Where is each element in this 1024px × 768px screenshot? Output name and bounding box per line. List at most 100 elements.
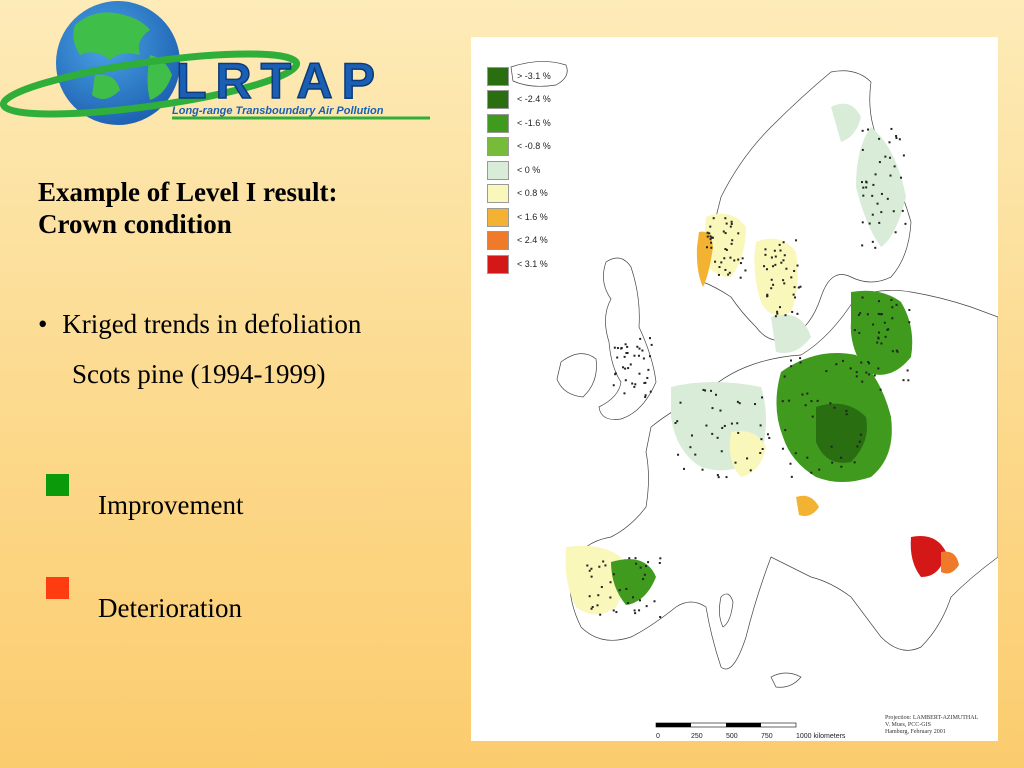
sample-point — [776, 312, 779, 315]
sample-point — [647, 561, 650, 564]
legend-label: < 1.6 % — [517, 211, 548, 222]
sample-point — [884, 155, 887, 158]
sample-point — [794, 452, 797, 455]
legend-label: < 2.4 % — [517, 235, 548, 245]
legend-label: > -3.1 % — [517, 70, 551, 81]
sample-point — [789, 359, 792, 362]
sample-point — [862, 194, 865, 197]
sample-point — [649, 390, 652, 393]
sample-point — [624, 379, 627, 382]
sample-point — [679, 401, 682, 404]
sample-point — [634, 612, 637, 615]
legend-swatch — [487, 90, 509, 109]
sample-point — [650, 343, 653, 346]
sample-point — [874, 246, 877, 249]
sample-point — [895, 303, 898, 306]
sample-point — [781, 400, 784, 403]
sample-point — [645, 605, 648, 608]
sample-point — [790, 276, 793, 279]
sample-point — [730, 422, 733, 425]
sample-point — [772, 283, 775, 286]
sample-point — [659, 557, 662, 560]
sample-point — [615, 611, 618, 614]
sample-point — [830, 445, 833, 448]
sample-point — [633, 609, 636, 612]
sample-point — [623, 392, 626, 395]
sample-point — [902, 379, 905, 382]
scale-tick-1000: 1000 kilometers — [796, 733, 846, 740]
sample-point — [840, 456, 843, 459]
legend-entry: < -1.6 % — [487, 113, 551, 133]
sample-point — [722, 230, 725, 233]
sample-point — [720, 450, 723, 453]
sample-point — [889, 156, 892, 159]
sample-point — [861, 380, 864, 383]
sample-point — [895, 135, 898, 138]
sample-point — [884, 335, 887, 338]
sample-point — [653, 600, 656, 603]
sample-point — [871, 213, 874, 216]
sample-point — [602, 560, 605, 563]
sample-point — [763, 265, 766, 268]
heading-line-2: Crown condition — [38, 209, 232, 239]
sample-point — [890, 298, 893, 301]
sample-point — [829, 402, 832, 405]
credit-author: V. Mues, PCC-GIS — [885, 722, 931, 728]
sample-point — [714, 260, 717, 263]
sample-point — [739, 262, 742, 265]
bullet-marker: • — [38, 309, 48, 339]
slide-heading: Example of Level I result: Crown conditi… — [38, 176, 458, 240]
sample-point — [794, 296, 797, 299]
sample-point — [908, 309, 911, 312]
sample-point — [614, 373, 617, 376]
sample-point — [736, 400, 739, 403]
sample-point — [674, 422, 677, 425]
sample-point — [736, 422, 739, 425]
sample-point — [643, 382, 646, 385]
sample-point — [764, 253, 767, 256]
sample-point — [894, 231, 897, 234]
sample-point — [770, 256, 773, 259]
sample-point — [772, 265, 775, 268]
sample-point — [892, 210, 895, 213]
sample-point — [737, 431, 740, 434]
sample-point — [648, 355, 651, 358]
sample-point — [613, 346, 616, 349]
sample-point — [609, 596, 612, 599]
sample-point — [623, 355, 626, 358]
sample-point — [639, 337, 642, 340]
legend-label: < -1.6 % — [517, 117, 551, 128]
sample-point — [833, 406, 836, 409]
sample-point — [639, 566, 642, 569]
sample-point — [715, 393, 718, 396]
sample-point — [801, 393, 804, 396]
sample-point — [861, 148, 864, 151]
legend-label: < 0.8 % — [517, 188, 548, 198]
legend-swatch — [487, 207, 509, 227]
sample-point — [754, 403, 757, 406]
sample-point — [609, 581, 612, 584]
sample-point — [770, 278, 773, 281]
legend-swatch — [487, 137, 509, 156]
improvement-swatch — [46, 474, 69, 496]
sample-point — [637, 354, 640, 357]
sample-point — [880, 313, 883, 316]
sample-point — [876, 202, 879, 205]
sample-point — [720, 261, 723, 264]
sample-point — [782, 241, 785, 244]
sample-point — [774, 263, 777, 266]
legend-swatch — [487, 66, 509, 86]
sample-point — [710, 389, 713, 392]
sample-point — [783, 254, 786, 257]
sample-point — [730, 222, 733, 225]
sample-point — [631, 382, 634, 385]
sample-point — [845, 413, 848, 416]
sample-point — [761, 448, 764, 451]
sample-point — [641, 349, 644, 352]
sample-point — [793, 286, 796, 289]
sample-point — [710, 241, 713, 244]
sample-point — [780, 261, 783, 264]
legend-swatch — [487, 113, 509, 133]
sample-point — [694, 453, 697, 456]
sample-point — [731, 239, 734, 242]
